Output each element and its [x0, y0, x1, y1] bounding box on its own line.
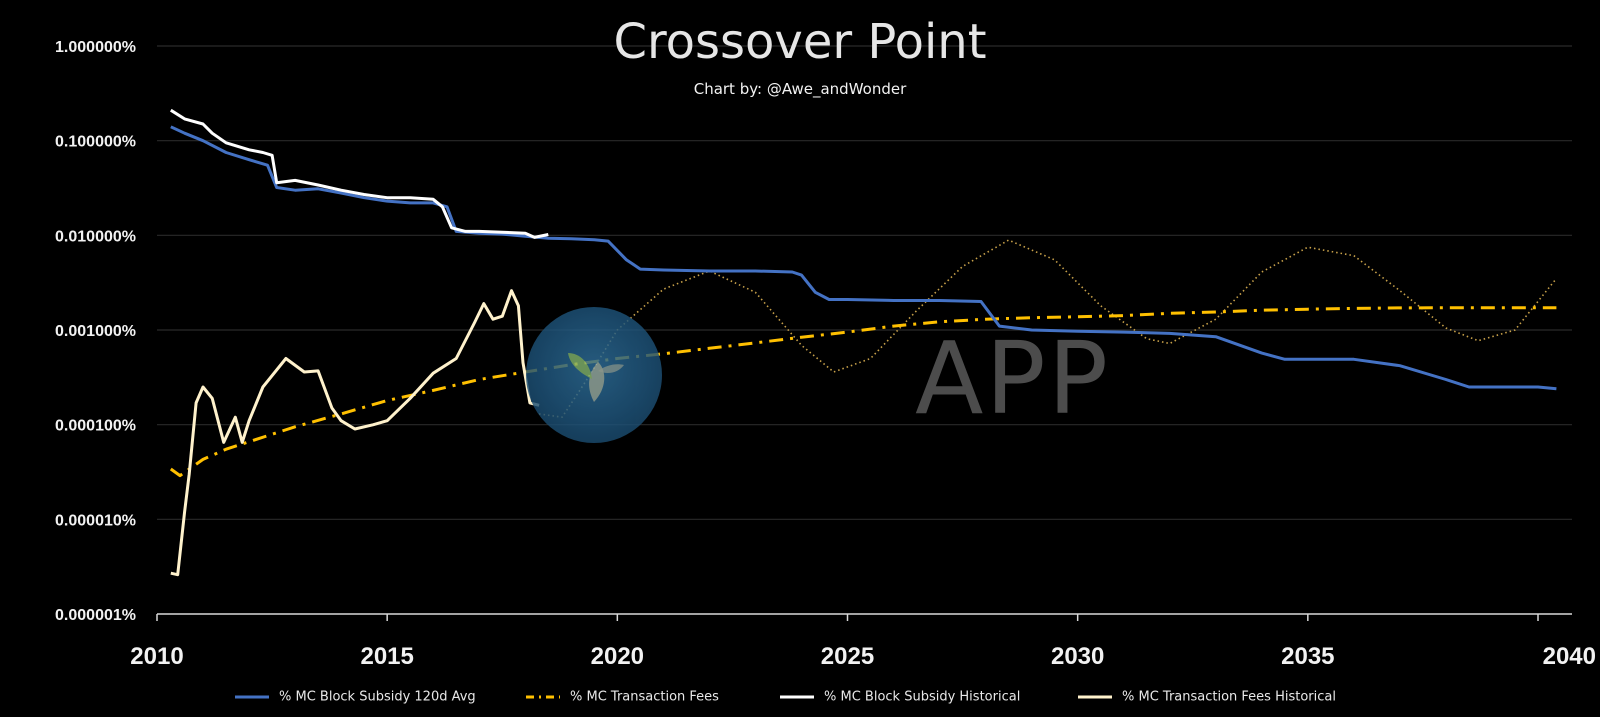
legend-swatch-cream	[1078, 695, 1112, 699]
series-lines	[169, 108, 1558, 577]
x-tick-label: 2010	[130, 643, 183, 670]
legend-item-block-subsidy-historical: % MC Block Subsidy Historical	[778, 687, 1020, 707]
watermark-text: APP	[915, 320, 1111, 437]
legend-item-transaction-fees: % MC Transaction Fees	[524, 687, 719, 707]
legend-item-transaction-fees-historical: % MC Transaction Fees Historical	[1076, 687, 1336, 707]
x-tick-label: 2035	[1281, 643, 1334, 670]
x-tick-label: 2020	[591, 643, 644, 670]
x-tick-label: 2015	[360, 643, 413, 670]
series-line-1	[169, 306, 1557, 478]
series-line-2	[170, 108, 549, 239]
x-tick-label: 2030	[1051, 643, 1104, 670]
legend-label: % MC Block Subsidy Historical	[824, 689, 1021, 705]
x-tick-label: 2025	[821, 643, 874, 670]
y-tick-label: 0.000100%	[55, 418, 136, 435]
y-axis-ticks: 1.000000% 0.100000% 0.010000% 0.001000% 0.00…	[55, 39, 136, 624]
chart-subtitle: Chart by: @Awe_andWonder	[693, 80, 907, 98]
sprout-icon	[568, 353, 624, 402]
gridlines	[157, 45, 1572, 520]
legend-label: % MC Block Subsidy 120d Avg	[279, 689, 476, 705]
legend-label: % MC Transaction Fees Historical	[1122, 689, 1336, 705]
y-tick-label: 1.000000%	[55, 39, 136, 56]
y-tick-label: 0.000001%	[55, 607, 136, 624]
legend-swatch-blue	[235, 695, 269, 699]
x-tick-label: 2040	[1543, 643, 1596, 670]
y-tick-label: 0.100000%	[55, 134, 136, 151]
x-axis-ticks: 2010 2015 2020 2025 2030 2035 2040	[130, 614, 1596, 670]
legend-item-block-subsidy-avg: % MC Block Subsidy 120d Avg	[233, 687, 476, 707]
watermark-logo	[526, 307, 662, 443]
chart-title: Crossover Point	[613, 14, 987, 70]
legend-label: % MC Transaction Fees	[570, 689, 719, 705]
series-line-3	[170, 289, 540, 577]
legend-swatch-white	[780, 695, 814, 699]
y-tick-label: 0.000010%	[55, 512, 136, 529]
legend-swatch-orange-dashdot	[526, 695, 560, 699]
series-line-0	[170, 125, 1557, 391]
y-tick-label: 0.010000%	[55, 228, 136, 245]
y-tick-label: 0.001000%	[55, 323, 136, 340]
